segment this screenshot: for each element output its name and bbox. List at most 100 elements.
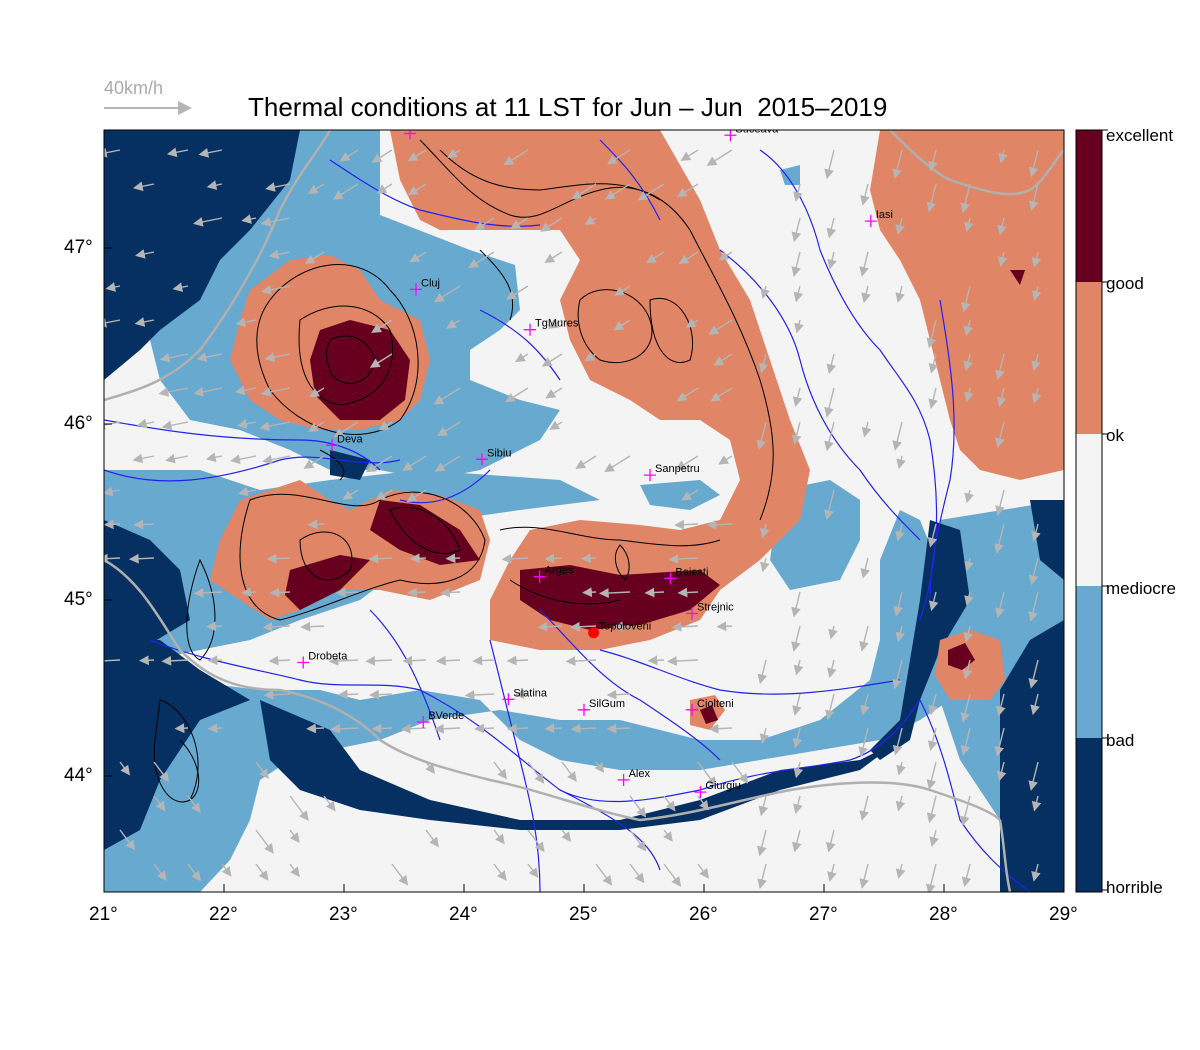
wind-arrow bbox=[269, 587, 291, 598]
wind-arrow bbox=[962, 659, 973, 680]
y-tick-label: 47° bbox=[64, 237, 93, 258]
map-title: Thermal conditions at 11 LST for Jun – J… bbox=[248, 92, 888, 122]
x-tick-label: 21° bbox=[89, 904, 118, 925]
wind-arrow bbox=[996, 761, 1007, 782]
wind-arrow bbox=[474, 723, 495, 734]
wind-arrow bbox=[153, 863, 167, 882]
wind-arrow bbox=[409, 553, 427, 564]
wind-arrow bbox=[928, 693, 938, 716]
wind-arrow bbox=[710, 387, 733, 402]
wind-arrow bbox=[187, 863, 201, 882]
wind-arrow bbox=[561, 761, 577, 782]
city-marker: Iasi bbox=[864, 209, 893, 228]
wind-arrow bbox=[369, 689, 393, 700]
city-markers: SatuM BaiaM Suceava Iasi Cluj TgMures Deva Sibi… bbox=[297, 99, 893, 799]
wind-arrow bbox=[791, 251, 801, 277]
wind-arrow bbox=[892, 421, 903, 451]
y-tick-label: 45° bbox=[64, 589, 93, 610]
wind-arrow bbox=[339, 149, 359, 162]
city-label: Baiesti bbox=[675, 566, 708, 578]
wind-arrow bbox=[716, 621, 733, 632]
wind-arrow bbox=[929, 829, 939, 848]
wind-arrow bbox=[493, 761, 508, 780]
wind-arrow bbox=[128, 553, 155, 564]
wind-arrow bbox=[437, 421, 461, 437]
city-label: Strejnic bbox=[697, 601, 734, 613]
wind-arrow bbox=[198, 147, 223, 158]
wind-arrow bbox=[964, 591, 974, 606]
wind-arrow bbox=[193, 588, 223, 598]
wind-arrow bbox=[371, 319, 393, 334]
city-label: Ciolteni bbox=[697, 698, 734, 710]
wind-arrow bbox=[260, 387, 291, 397]
city-cross-marker bbox=[324, 105, 336, 117]
wind-arrow bbox=[193, 386, 223, 397]
wind-arrow bbox=[759, 727, 770, 744]
wind-arrow bbox=[365, 655, 393, 666]
city-marker: Sanpetru bbox=[644, 463, 700, 482]
city-cross-marker bbox=[417, 716, 430, 729]
wind-arrow bbox=[995, 489, 1005, 516]
wind-arrow bbox=[994, 727, 1005, 757]
wind-arrow bbox=[527, 863, 539, 879]
wind-arrow bbox=[493, 863, 507, 881]
wind-arrow bbox=[827, 251, 837, 270]
wind-arrow bbox=[468, 251, 495, 269]
city-marker: TgMures bbox=[524, 318, 579, 336]
wind-arrow bbox=[1030, 693, 1040, 716]
wind-arrow bbox=[960, 183, 971, 214]
wind-arrow bbox=[758, 795, 769, 817]
wind-arrow bbox=[964, 489, 974, 504]
terrain-contours bbox=[153, 139, 774, 803]
city-label: Suceava bbox=[735, 123, 779, 135]
wind-arrow bbox=[964, 557, 974, 572]
city-label: BaiaM bbox=[415, 122, 446, 134]
wind-arrow bbox=[266, 553, 291, 564]
wind-arrow bbox=[161, 420, 189, 431]
wind-arrow bbox=[371, 149, 393, 163]
wind-arrow bbox=[268, 249, 291, 260]
wind-arrow bbox=[961, 863, 972, 888]
wind-arrow bbox=[594, 761, 605, 773]
wind-arrow bbox=[793, 795, 803, 815]
wind-arrow bbox=[241, 587, 257, 598]
wind-arrow bbox=[447, 148, 461, 159]
wind-arrow bbox=[677, 587, 699, 598]
wind-arrow bbox=[425, 761, 436, 775]
wind-arrow bbox=[892, 149, 903, 179]
wind-arrow bbox=[289, 863, 300, 878]
wind-arrow bbox=[119, 829, 136, 851]
wind-arrow bbox=[760, 285, 770, 300]
wind-arrow bbox=[255, 863, 269, 881]
x-tick-label: 28° bbox=[929, 904, 958, 925]
wind-arrow bbox=[153, 761, 170, 783]
wind-arrow bbox=[678, 251, 699, 265]
wind-arrow bbox=[681, 489, 699, 501]
city-marker: BVerde bbox=[417, 710, 464, 729]
wind-arrow bbox=[306, 723, 325, 734]
wind-arrow bbox=[328, 656, 359, 666]
wind-arrow bbox=[861, 285, 871, 304]
wind-arrow bbox=[493, 829, 505, 845]
city-label: Arges bbox=[545, 565, 574, 577]
wind-arrow bbox=[792, 693, 802, 716]
city-marker: SatuM bbox=[324, 99, 367, 117]
wind-arrow bbox=[1028, 149, 1039, 178]
y-tick-label: 46° bbox=[64, 413, 93, 434]
city-marker: Alex bbox=[617, 768, 650, 786]
bad-regions bbox=[104, 130, 1064, 892]
colorbar-label-good: good bbox=[1106, 274, 1144, 293]
wind-arrow bbox=[575, 455, 597, 469]
colorbar-swatch-ok bbox=[1076, 434, 1102, 586]
wind-arrow bbox=[132, 181, 155, 192]
wind-arrow bbox=[263, 689, 291, 700]
wind-arrow bbox=[860, 693, 870, 716]
wind-arrow bbox=[569, 621, 597, 632]
wind-arrow bbox=[995, 591, 1005, 618]
wind-arrow bbox=[896, 455, 906, 470]
wind-arrow bbox=[119, 761, 131, 776]
wind-arrow bbox=[731, 761, 749, 784]
wind-arrow bbox=[793, 183, 803, 202]
wind-arrow bbox=[261, 285, 291, 295]
